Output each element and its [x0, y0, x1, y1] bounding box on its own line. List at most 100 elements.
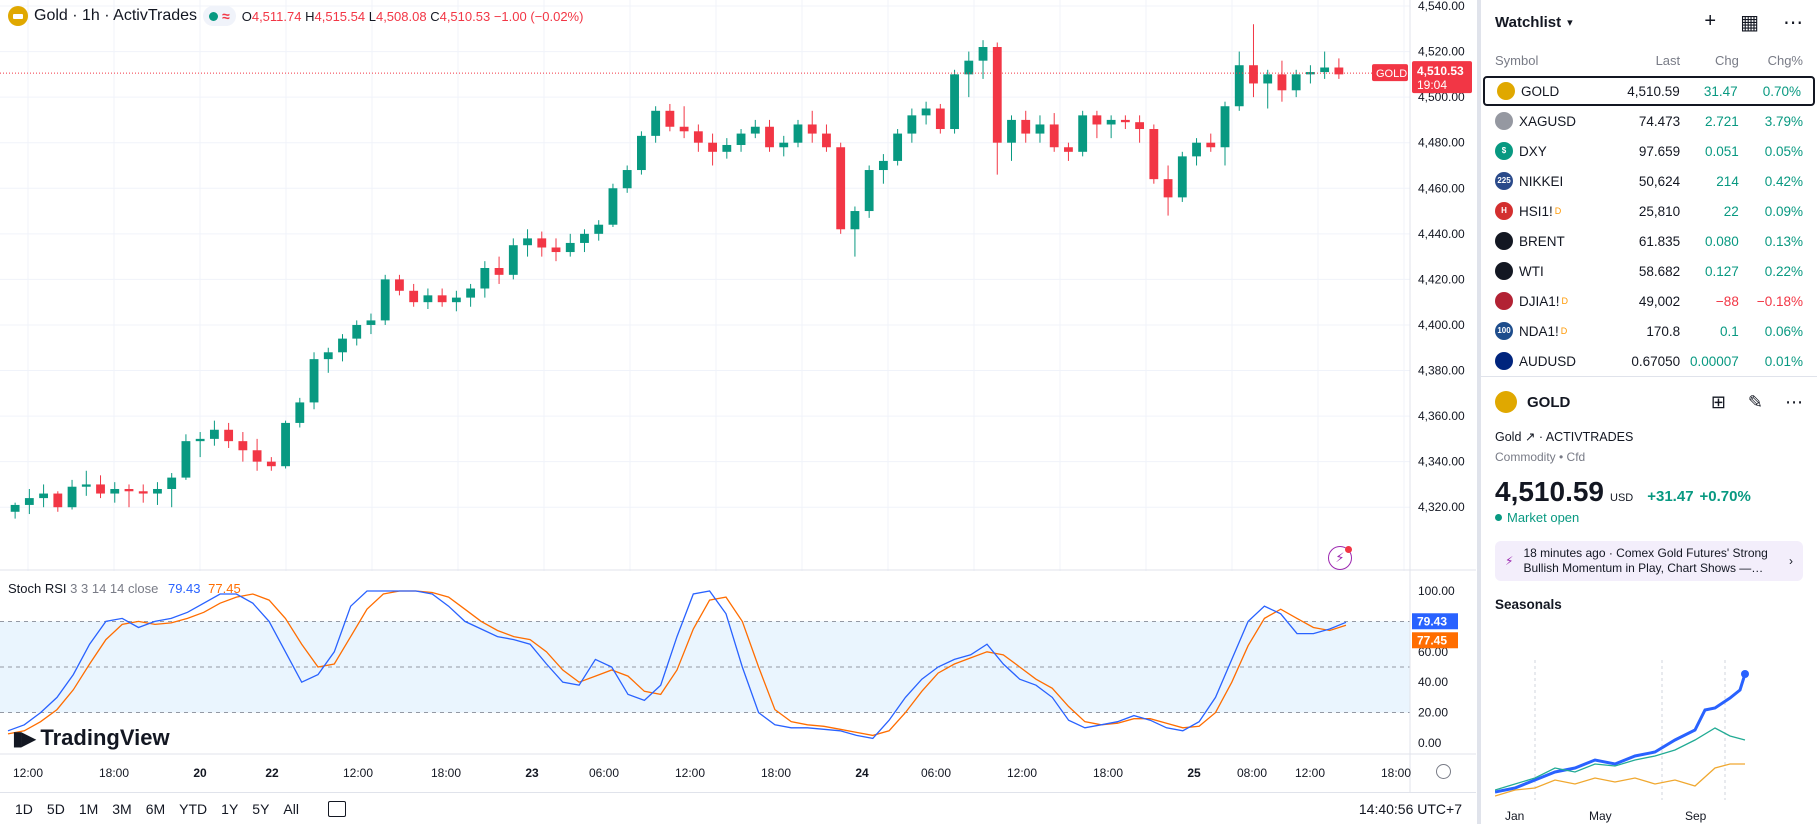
row-last: 170.8: [1646, 323, 1681, 339]
candle: [1220, 101, 1230, 166]
candle-body: [323, 352, 333, 360]
status-pill[interactable]: ≈: [203, 6, 236, 26]
gear-icon[interactable]: [1436, 764, 1451, 779]
watchlist-row[interactable]: AUDUSD 0.67050 0.00007 0.01%: [1481, 346, 1817, 376]
season-last-point: [1741, 670, 1749, 678]
watchlist-title[interactable]: Watchlist: [1495, 13, 1562, 31]
range-ytd[interactable]: YTD: [179, 800, 208, 817]
candle: [1263, 69, 1273, 109]
candle: [665, 103, 675, 132]
stoch-rsi-pane[interactable]: 100.0080.0060.0040.0020.000.0079.4377.45…: [0, 571, 1476, 792]
time-tick-label: 20: [193, 766, 207, 780]
candle: [1078, 110, 1088, 157]
range-6m[interactable]: 6M: [145, 800, 166, 817]
watchlist-row[interactable]: DJIA1! D 49,002 −88 −0.18%: [1481, 286, 1817, 316]
calendar-icon[interactable]: [327, 800, 346, 817]
candle-body: [907, 115, 917, 134]
grid-icon[interactable]: ⊞: [1710, 391, 1726, 412]
candle: [181, 434, 191, 480]
candle: [480, 261, 490, 298]
col-symbol[interactable]: Symbol: [1495, 52, 1539, 68]
row-chg-pct: 0.05%: [1764, 143, 1803, 159]
candle: [864, 165, 874, 218]
watchlist-columns: Symbol Last Chg Chg%: [1481, 44, 1817, 76]
market-status: Market open: [1495, 510, 1803, 525]
candle: [551, 238, 561, 262]
candle-body: [395, 279, 404, 291]
chart-title[interactable]: Gold · 1h · ActivTrades: [34, 7, 198, 24]
row-chg-pct: 0.22%: [1764, 263, 1803, 279]
watchlist-row[interactable]: WTI 58.682 0.127 0.22%: [1481, 256, 1817, 286]
candle-body: [266, 461, 276, 467]
watchlist-row[interactable]: H HSI1! D 25,810 22 0.09%: [1481, 196, 1817, 226]
candle: [494, 256, 504, 284]
col-chg-pct[interactable]: Chg%: [1767, 52, 1803, 68]
chart-area[interactable]: 4,540.00 4,520.00 4,500.00 4,480.00 4,460.00…: [0, 0, 1476, 824]
tradingview-logo[interactable]: ▮▶ TradingView: [12, 725, 170, 750]
candle-body: [1021, 119, 1031, 134]
advanced-view-icon[interactable]: ▦: [1740, 11, 1759, 34]
high-value: 4,515.54: [314, 8, 366, 24]
candle: [1007, 115, 1016, 161]
range-1y[interactable]: 1Y: [221, 800, 239, 817]
price-chart[interactable]: 4,540.00 4,520.00 4,500.00 4,480.00 4,460.00…: [0, 0, 1476, 571]
range-3m[interactable]: 3M: [112, 800, 132, 817]
chevron-down-icon[interactable]: ▾: [1567, 16, 1573, 29]
more-icon[interactable]: ⋯: [1783, 11, 1803, 34]
symbol-logo-icon: [1495, 112, 1513, 130]
range-1m[interactable]: 1M: [78, 800, 99, 817]
gold-icon: [8, 6, 28, 26]
candle: [1206, 133, 1216, 152]
detail-symbol[interactable]: GOLD: [1527, 393, 1571, 411]
season-month-label: Sep: [1685, 809, 1707, 823]
row-chg: 31.47: [1703, 83, 1738, 99]
clock-display[interactable]: 14:40:56 UTC+7: [1358, 800, 1462, 817]
row-symbol: WTI: [1495, 262, 1601, 280]
candle: [750, 119, 760, 139]
seasonals-title[interactable]: Seasonals: [1495, 597, 1562, 612]
range-5y[interactable]: 5Y: [252, 800, 270, 817]
watchlist-row[interactable]: XAGUSD 74.473 2.721 3.79%: [1481, 106, 1817, 136]
stoch-rsi-legend[interactable]: Stoch RSI 3 3 14 14 close 79.43 77.45: [8, 581, 241, 596]
candle-body: [1206, 142, 1216, 148]
candle-body: [480, 268, 490, 289]
rsi-tick-label: 0.00: [1418, 736, 1442, 750]
candle-body: [423, 295, 433, 303]
add-symbol-icon[interactable]: +: [1704, 9, 1717, 32]
seasonals-chart[interactable]: Jan May Sep: [1495, 660, 1775, 824]
edit-icon[interactable]: ✎: [1747, 391, 1763, 412]
candle-body: [836, 147, 846, 230]
range-5d[interactable]: 5D: [46, 800, 65, 817]
candle-body: [1249, 65, 1258, 84]
col-last[interactable]: Last: [1655, 52, 1681, 68]
candle: [53, 491, 63, 512]
lightning-icon[interactable]: ⚡: [1328, 546, 1352, 570]
detail-exchange[interactable]: ACTIVTRADES: [1545, 430, 1634, 444]
d-value-label: 77.45: [1417, 633, 1447, 647]
countdown-label: 19:04: [1417, 78, 1447, 92]
watchlist-row[interactable]: 225 NIKKEI 50,624 214 0.42%: [1481, 166, 1817, 196]
news-item[interactable]: ⚡ 18 minutes ago · Comex Gold Futures' S…: [1495, 541, 1803, 581]
watchlist-row[interactable]: BRENT 61.835 0.080 0.13%: [1481, 226, 1817, 256]
candle: [224, 422, 234, 448]
candle-body: [138, 491, 148, 494]
external-link-icon[interactable]: ↗: [1524, 430, 1536, 444]
candle: [1234, 51, 1244, 111]
detail-name[interactable]: Gold: [1495, 430, 1522, 444]
range-1d[interactable]: 1D: [15, 800, 33, 817]
candle: [1291, 69, 1301, 98]
candle-body: [637, 135, 646, 171]
col-chg[interactable]: Chg: [1714, 52, 1739, 68]
price-tick-label: 4,360.00: [1418, 409, 1465, 423]
watchlist-row[interactable]: 100 NDA1! D 170.8 0.1 0.06%: [1481, 316, 1817, 346]
candle: [1021, 110, 1031, 143]
time-tick-label: 06:00: [589, 766, 619, 780]
candle-body: [1263, 74, 1273, 84]
watchlist-row[interactable]: GOLD 4,510.59 31.47 0.70%: [1483, 76, 1815, 106]
more-icon[interactable]: ⋯: [1785, 391, 1803, 412]
watchlist-row[interactable]: $ DXY 97.659 0.051 0.05%: [1481, 136, 1817, 166]
candle: [523, 229, 532, 257]
candle-body: [224, 429, 234, 442]
candle: [67, 479, 77, 510]
range-all[interactable]: All: [283, 800, 299, 817]
